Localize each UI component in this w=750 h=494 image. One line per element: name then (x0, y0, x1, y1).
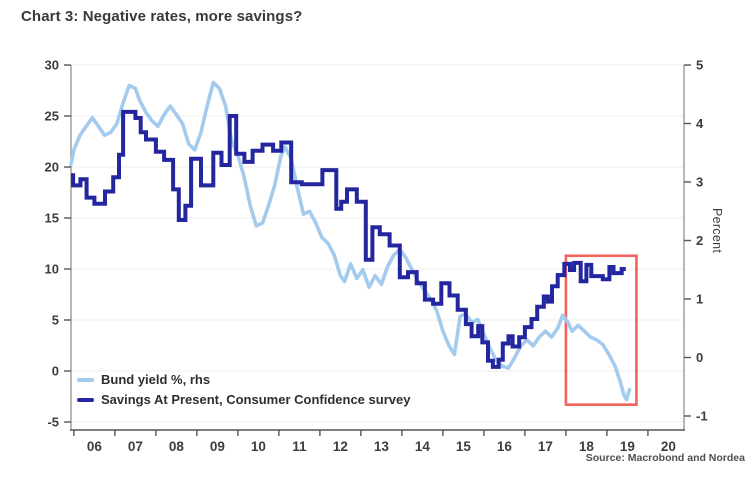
series-savings-at-present (71, 109, 626, 369)
legend-line-swatch-bund (77, 377, 94, 382)
x-tick-label: 11 (292, 439, 307, 454)
x-tick-label: 08 (169, 439, 185, 454)
x-tick-label: 14 (415, 439, 431, 454)
x-tick-label: 15 (456, 439, 472, 454)
x-tick-label: 07 (128, 439, 143, 454)
legend-label-savings: Savings At Present, Consumer Confidence … (101, 392, 411, 407)
legend-line-swatch-savings (77, 397, 94, 402)
x-tick-label: 16 (497, 439, 513, 454)
y-right-tick-label: 1 (696, 292, 703, 307)
x-tick-label: 10 (251, 439, 266, 454)
y-right-tick-label: 5 (696, 58, 703, 73)
source-note: Source: Macrobond and Nordea (585, 452, 745, 464)
y-right-tick-label: 4 (696, 116, 704, 131)
y-left-tick-label: 0 (52, 364, 59, 379)
y-right-tick-label: 3 (696, 175, 703, 190)
y-left-tick-label: 10 (45, 262, 59, 277)
legend-label-bund: Bund yield %, rhs (101, 372, 211, 387)
y-left-tick-label: 5 (52, 313, 59, 328)
series-bund-yield (69, 80, 632, 402)
y-right-tick-label: 0 (696, 350, 703, 365)
legend: Bund yield %, rhs Savings At Present, Co… (77, 372, 410, 407)
y-left-tick-label: -5 (47, 415, 59, 430)
x-tick-label: 12 (333, 439, 348, 454)
x-tick-label: 18 (579, 439, 595, 454)
highlight-box (564, 254, 638, 406)
y-right-tick-label: -1 (696, 409, 708, 424)
legend-item-savings: Savings At Present, Consumer Confidence … (77, 392, 410, 407)
x-tick-label: 13 (374, 439, 390, 454)
legend-item-bund: Bund yield %, rhs (77, 372, 410, 387)
y-left-tick-label: 20 (45, 160, 59, 175)
y-right-axis-title: Percent (710, 208, 724, 254)
y-left-tick-label: 25 (45, 109, 59, 124)
x-tick-label: 20 (661, 439, 676, 454)
x-tick-label: 06 (87, 439, 103, 454)
x-tick-label: 17 (538, 439, 553, 454)
x-tick-label: 19 (620, 439, 635, 454)
y-left-tick-label: 15 (45, 211, 59, 226)
chart-title: Chart 3: Negative rates, more savings? (21, 8, 303, 25)
x-tick-label: 09 (210, 439, 225, 454)
y-left-tick-label: 30 (45, 58, 59, 73)
y-right-tick-label: 2 (696, 233, 703, 248)
